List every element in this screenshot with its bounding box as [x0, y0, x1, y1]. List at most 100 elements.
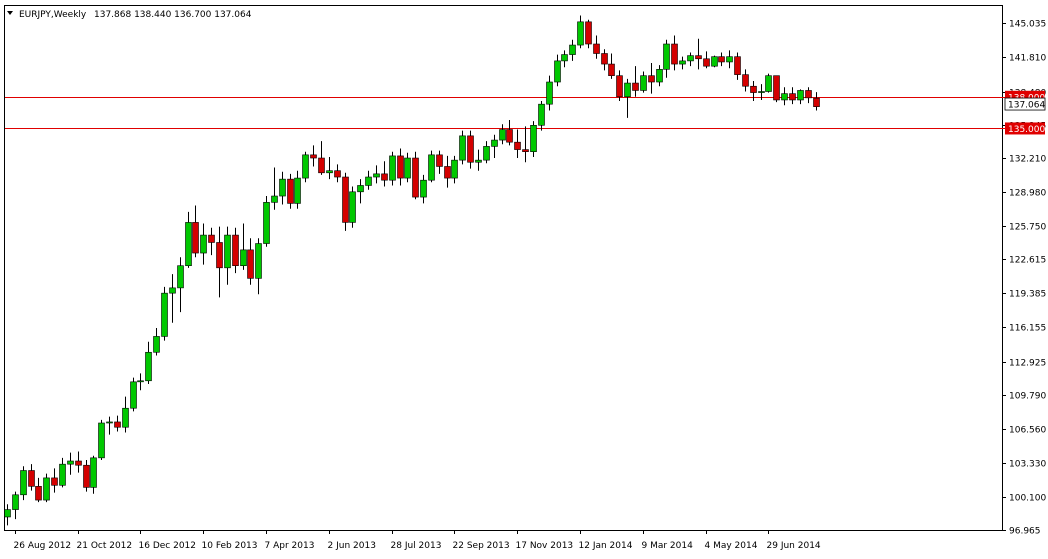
y-tick-label: 112.925 [1009, 359, 1046, 369]
candle-body [420, 179, 427, 198]
candle-body [342, 176, 349, 223]
y-tick-label: 122.615 [1009, 256, 1046, 266]
candle [459, 130, 466, 165]
candle [67, 452, 74, 475]
candle [554, 54, 561, 87]
candle [656, 65, 663, 87]
candle [4, 504, 11, 526]
candle [703, 51, 710, 69]
candle-body [169, 287, 176, 294]
y-tick-label: 116.155 [1009, 324, 1046, 334]
candle [663, 39, 670, 78]
candle [750, 80, 757, 102]
candle [75, 451, 82, 473]
candle [177, 257, 184, 313]
candle [805, 87, 812, 104]
candle [530, 121, 537, 157]
candle-body [522, 149, 529, 152]
candle-body [601, 53, 608, 65]
candle-body [499, 129, 506, 141]
last-price-tag-text: 137.064 [1008, 101, 1045, 111]
candle-body [718, 56, 725, 63]
y-tick-label: 132.210 [1009, 155, 1046, 165]
candle [83, 459, 90, 492]
candle-body [28, 470, 35, 487]
candle [436, 150, 443, 174]
x-tick-label: 10 Feb 2013 [202, 541, 258, 551]
candle-body [632, 82, 639, 91]
symbol-menu-arrow-icon[interactable] [7, 11, 13, 15]
candle [161, 286, 168, 341]
candle-body [530, 124, 537, 152]
y-tick-label: 106.560 [1009, 426, 1046, 436]
candle-body [145, 351, 152, 382]
candle-body [279, 178, 286, 197]
candle-body [711, 56, 718, 67]
candle [137, 373, 144, 391]
candle-body [491, 139, 498, 147]
level-price-tag-text: 135.000 [1008, 125, 1045, 135]
candle-body [687, 55, 694, 62]
candle [601, 49, 608, 71]
candle [648, 63, 655, 94]
candle [334, 164, 341, 183]
candle [326, 156, 333, 180]
candle-body [640, 75, 647, 91]
candle [577, 15, 584, 49]
candle-body [577, 21, 584, 46]
y-tick-label: 103.330 [1009, 460, 1046, 470]
candle-body [813, 97, 820, 107]
candle [208, 227, 215, 256]
candle-body [357, 185, 364, 193]
candle [813, 92, 820, 111]
candle [404, 152, 411, 183]
candle [169, 274, 176, 323]
candle-body [365, 176, 372, 186]
candle-body [122, 407, 129, 428]
candle [781, 87, 788, 106]
candle-body [98, 422, 105, 459]
candle [122, 396, 129, 433]
candle [765, 73, 772, 93]
candle [28, 464, 35, 491]
candle [412, 151, 419, 200]
candle [59, 457, 66, 488]
candle-body [247, 249, 254, 279]
candle-body [4, 509, 11, 518]
level-price-tag-bg [1005, 122, 1045, 135]
candle [585, 19, 592, 49]
candle [624, 78, 631, 118]
candle [569, 39, 576, 61]
candle-body [404, 157, 411, 179]
candle-body [263, 202, 270, 244]
candle-body [130, 381, 137, 409]
plot-frame [4, 5, 1003, 531]
candle-body [506, 129, 513, 143]
y-tick-label: 100.100 [1009, 494, 1046, 504]
candle [98, 419, 105, 460]
x-tick-label: 16 Dec 2012 [139, 541, 197, 551]
candle [475, 149, 482, 171]
candle [114, 415, 121, 432]
candle-body [326, 170, 333, 174]
candle [789, 87, 796, 105]
candle [349, 186, 356, 228]
y-tick-label: 141.810 [1009, 54, 1046, 64]
x-tick-label: 4 May 2014 [705, 541, 758, 551]
x-tick-label: 7 Apr 2013 [265, 541, 315, 551]
candle [742, 69, 749, 92]
candle [247, 238, 254, 285]
candle-body [287, 178, 294, 204]
candle [451, 155, 458, 184]
candle [200, 223, 207, 265]
candle [397, 148, 404, 186]
ohlc-readout: 137.868 138.440 136.700 137.064 [94, 10, 252, 20]
candle [718, 52, 725, 67]
candle-body [554, 60, 561, 83]
candle [428, 150, 435, 183]
candle-body [608, 63, 615, 76]
candle-body [161, 292, 168, 337]
candle [106, 416, 113, 435]
